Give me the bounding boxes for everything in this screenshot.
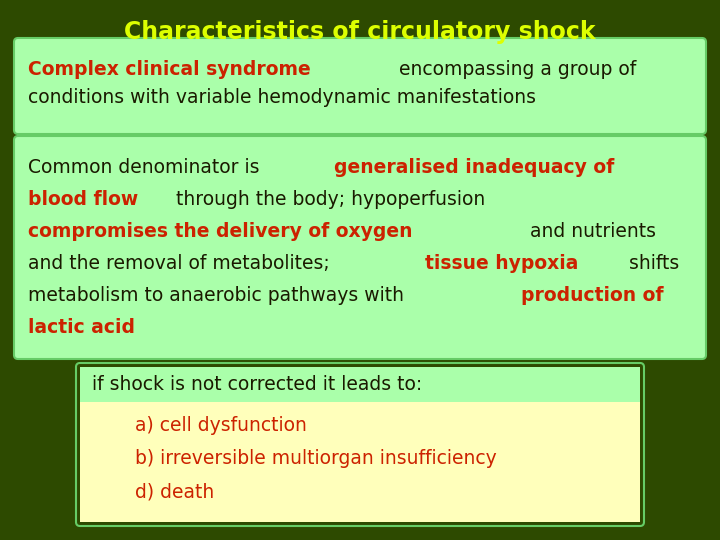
- Text: b) irreversible multiorgan insufficiency: b) irreversible multiorgan insufficiency: [135, 449, 497, 468]
- Bar: [80, 402, 640, 522]
- Text: production of: production of: [521, 286, 663, 305]
- Text: Common denominator is: Common denominator is: [28, 158, 266, 177]
- Text: lactic acid: lactic acid: [28, 318, 135, 337]
- Text: Complex clinical syndrome: Complex clinical syndrome: [28, 60, 311, 79]
- Text: conditions with variable hemodynamic manifestations: conditions with variable hemodynamic man…: [28, 88, 536, 107]
- Text: a) cell dysfunction: a) cell dysfunction: [135, 416, 307, 435]
- FancyBboxPatch shape: [14, 38, 706, 134]
- Text: generalised inadequacy of: generalised inadequacy of: [335, 158, 615, 177]
- Text: and the removal of metabolites;: and the removal of metabolites;: [28, 254, 336, 273]
- Text: shifts: shifts: [623, 254, 679, 273]
- Text: d) death: d) death: [135, 482, 215, 501]
- Text: metabolism to anaerobic pathways with: metabolism to anaerobic pathways with: [28, 286, 410, 305]
- Bar: [80, 367, 640, 402]
- Text: and nutrients: and nutrients: [524, 222, 656, 241]
- Text: through the body; hypoperfusion: through the body; hypoperfusion: [170, 190, 485, 209]
- FancyBboxPatch shape: [14, 136, 706, 359]
- Text: blood flow: blood flow: [28, 190, 138, 209]
- Text: compromises the delivery of oxygen: compromises the delivery of oxygen: [28, 222, 413, 241]
- Text: encompassing a group of: encompassing a group of: [393, 60, 636, 79]
- Text: Characteristics of circulatory shock: Characteristics of circulatory shock: [124, 20, 596, 44]
- Text: if shock is not corrected it leads to:: if shock is not corrected it leads to:: [92, 375, 422, 394]
- Text: tissue hypoxia: tissue hypoxia: [425, 254, 578, 273]
